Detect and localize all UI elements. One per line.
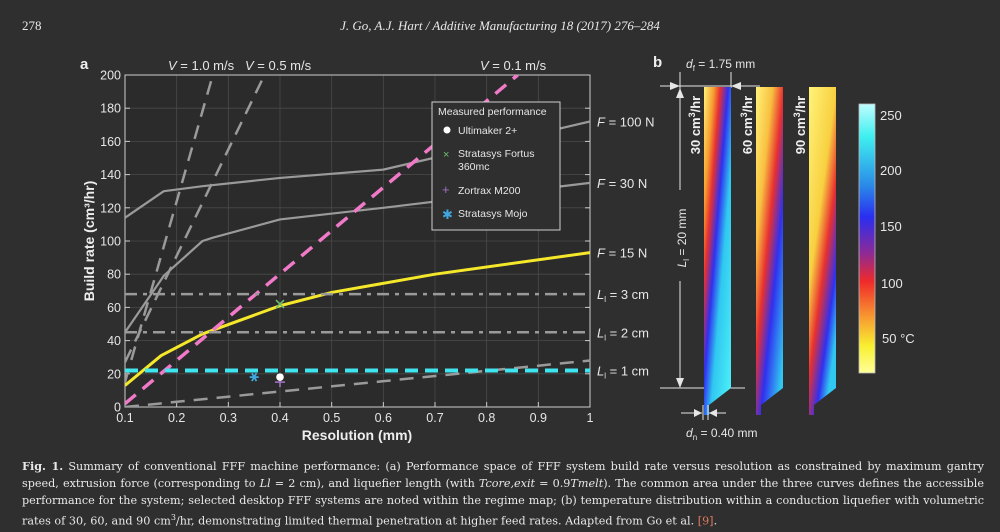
curve-label: Ll = 3 cm (597, 287, 649, 304)
series-f-30-n (125, 181, 590, 333)
colorbar-tick-100: 100 (881, 276, 903, 291)
y-tick-label: 60 (107, 301, 121, 315)
y-tick-label: 20 (107, 367, 121, 381)
arrow-up-icon (676, 88, 684, 98)
y-tick-label: 140 (100, 168, 121, 182)
x-tick-label: 0.6 (375, 411, 392, 425)
x-tick-label: 0.2 (168, 411, 185, 425)
y-tick-label: 180 (100, 102, 121, 116)
x-tick-label: 0.9 (530, 411, 547, 425)
colorbar-tick-150: 150 (880, 219, 902, 234)
df-label: df = 1.75 mm (686, 57, 755, 73)
y-axis-label: Build rate (cm³/hr) (81, 181, 97, 302)
legend-marker-x: × (443, 149, 449, 161)
page-number: 278 (22, 18, 42, 33)
panel-a-label: a (80, 56, 89, 73)
curve-label: Ll = 1 cm (597, 363, 649, 380)
legend-marker-asterisk: ✱ (442, 207, 453, 222)
caption-text-5: /hr, demonstrating limited thermal penet… (175, 514, 698, 528)
x-tick-label: 0.3 (220, 411, 237, 425)
reference-link[interactable]: [9] (697, 514, 714, 528)
point-fortus-b (275, 299, 285, 309)
y-tick-label: 40 (107, 334, 121, 348)
series-v-lower-bound (125, 359, 590, 407)
ll-label: Ll = 20 mm (675, 209, 691, 268)
legend-item-ultimaker: Ultimaker 2+ (458, 125, 517, 137)
legend-item-fortus-2: 360mc (458, 161, 490, 173)
rate-label-90: 90 cm3/hr (792, 96, 808, 155)
y-tick-label: 120 (100, 201, 121, 215)
y-tick-label: 100 (100, 235, 121, 249)
y-tick-label: 0 (114, 401, 121, 415)
curve-label: Ll = 2 cm (597, 325, 649, 342)
right-labels: F = 100 N F = 30 N F = 15 N Ll = 3 cm Ll = 2… (597, 114, 654, 380)
point-ultimaker (276, 373, 284, 381)
figure-caption: Fig. 1. Summary of conventional FFF mach… (22, 458, 984, 530)
speed-label-1: V = 1.0 m/s (168, 58, 235, 73)
rate-label-30: 30 cm3/hr (687, 96, 703, 155)
legend: Measured performance Ultimaker 2+ × Stra… (431, 101, 561, 231)
plot-frame (124, 74, 591, 408)
arrow-right-icon (670, 82, 680, 90)
colorbar-tick-250: 250 (880, 108, 902, 123)
dn-label: dn = 0.40 mm (686, 426, 758, 442)
caption-text-4: ). The common area under the three curve… (22, 477, 984, 528)
legend-title: Measured performance (438, 106, 547, 118)
series-v-0-5-m-s (125, 75, 266, 363)
points-group (249, 299, 285, 388)
curve-label: F = 30 N (597, 176, 647, 191)
caption-sup: 3 (170, 513, 176, 522)
x-axis-label: Resolution (mm) (302, 427, 412, 443)
panel-a-chart: a 0.1 0.2 0.3 0.4 0.5 0.6 0.7 0.8 0.9 1 0 20 40 60 80 1… (80, 54, 915, 443)
journal-header: J. Go, A.J. Hart / Additive Manufacturin… (340, 18, 660, 33)
nozzle-30 (704, 87, 731, 415)
caption-fig-label: Fig. 1. (22, 459, 64, 473)
caption-text-2: = 2 cm), and liquefier length (with (270, 477, 479, 490)
x-tick-label: 1 (587, 411, 594, 425)
x-tick-label: 0.4 (271, 411, 288, 425)
y-tick-label: 200 (100, 69, 121, 83)
y-tick-label: 160 (100, 135, 121, 149)
speed-label-3: V = 0.1 m/s (480, 58, 547, 73)
x-tick-label: 0.8 (478, 411, 495, 425)
colorbar-tick-50: 50 °C (882, 331, 915, 346)
x-tick-label: 0.1 (116, 411, 133, 425)
legend-item-fortus: Stratasys Fortus (458, 148, 534, 160)
point-mojo (251, 372, 258, 382)
caption-ll: Ll (259, 477, 271, 490)
legend-item-zortrax: Zortrax M200 (458, 185, 521, 197)
arrow-down-icon (676, 378, 684, 388)
series-f-100-n (125, 120, 590, 219)
arrow-left-icon (731, 82, 741, 90)
legend-marker-plus: + (442, 182, 450, 197)
colorbar-tick-200: 200 (880, 163, 902, 178)
curve-label: F = 100 N (597, 114, 654, 129)
axes: 0.1 0.2 0.3 0.4 0.5 0.6 0.7 0.8 0.9 1 0 20 40 60 80 100… (100, 69, 593, 426)
caption-end: . (713, 514, 718, 528)
panel-b-label: b (653, 54, 662, 71)
curve-label: F = 15 N (597, 246, 647, 261)
legend-item-mojo: Stratasys Mojo (458, 208, 528, 220)
speed-label-2: V = 0.5 m/s (245, 58, 312, 73)
series-f-15-n (125, 251, 590, 387)
nozzle-60 (756, 87, 783, 415)
x-tick-label: 0.7 (426, 411, 443, 425)
caption-tcore: Tcore,exit (478, 477, 536, 490)
caption-tmelt: Tmelt (570, 477, 604, 490)
nozzle-90 (809, 87, 836, 415)
x-tick-label: 0.5 (323, 411, 340, 425)
y-tick-label: 80 (107, 268, 121, 282)
caption-text-3: = 0.9 (535, 477, 571, 490)
colorbar (858, 103, 876, 374)
rate-label-60: 60 cm3/hr (739, 96, 755, 155)
legend-marker-circle (443, 126, 451, 134)
caption-text-1: Summary of conventional FFF machine perf… (22, 460, 984, 490)
